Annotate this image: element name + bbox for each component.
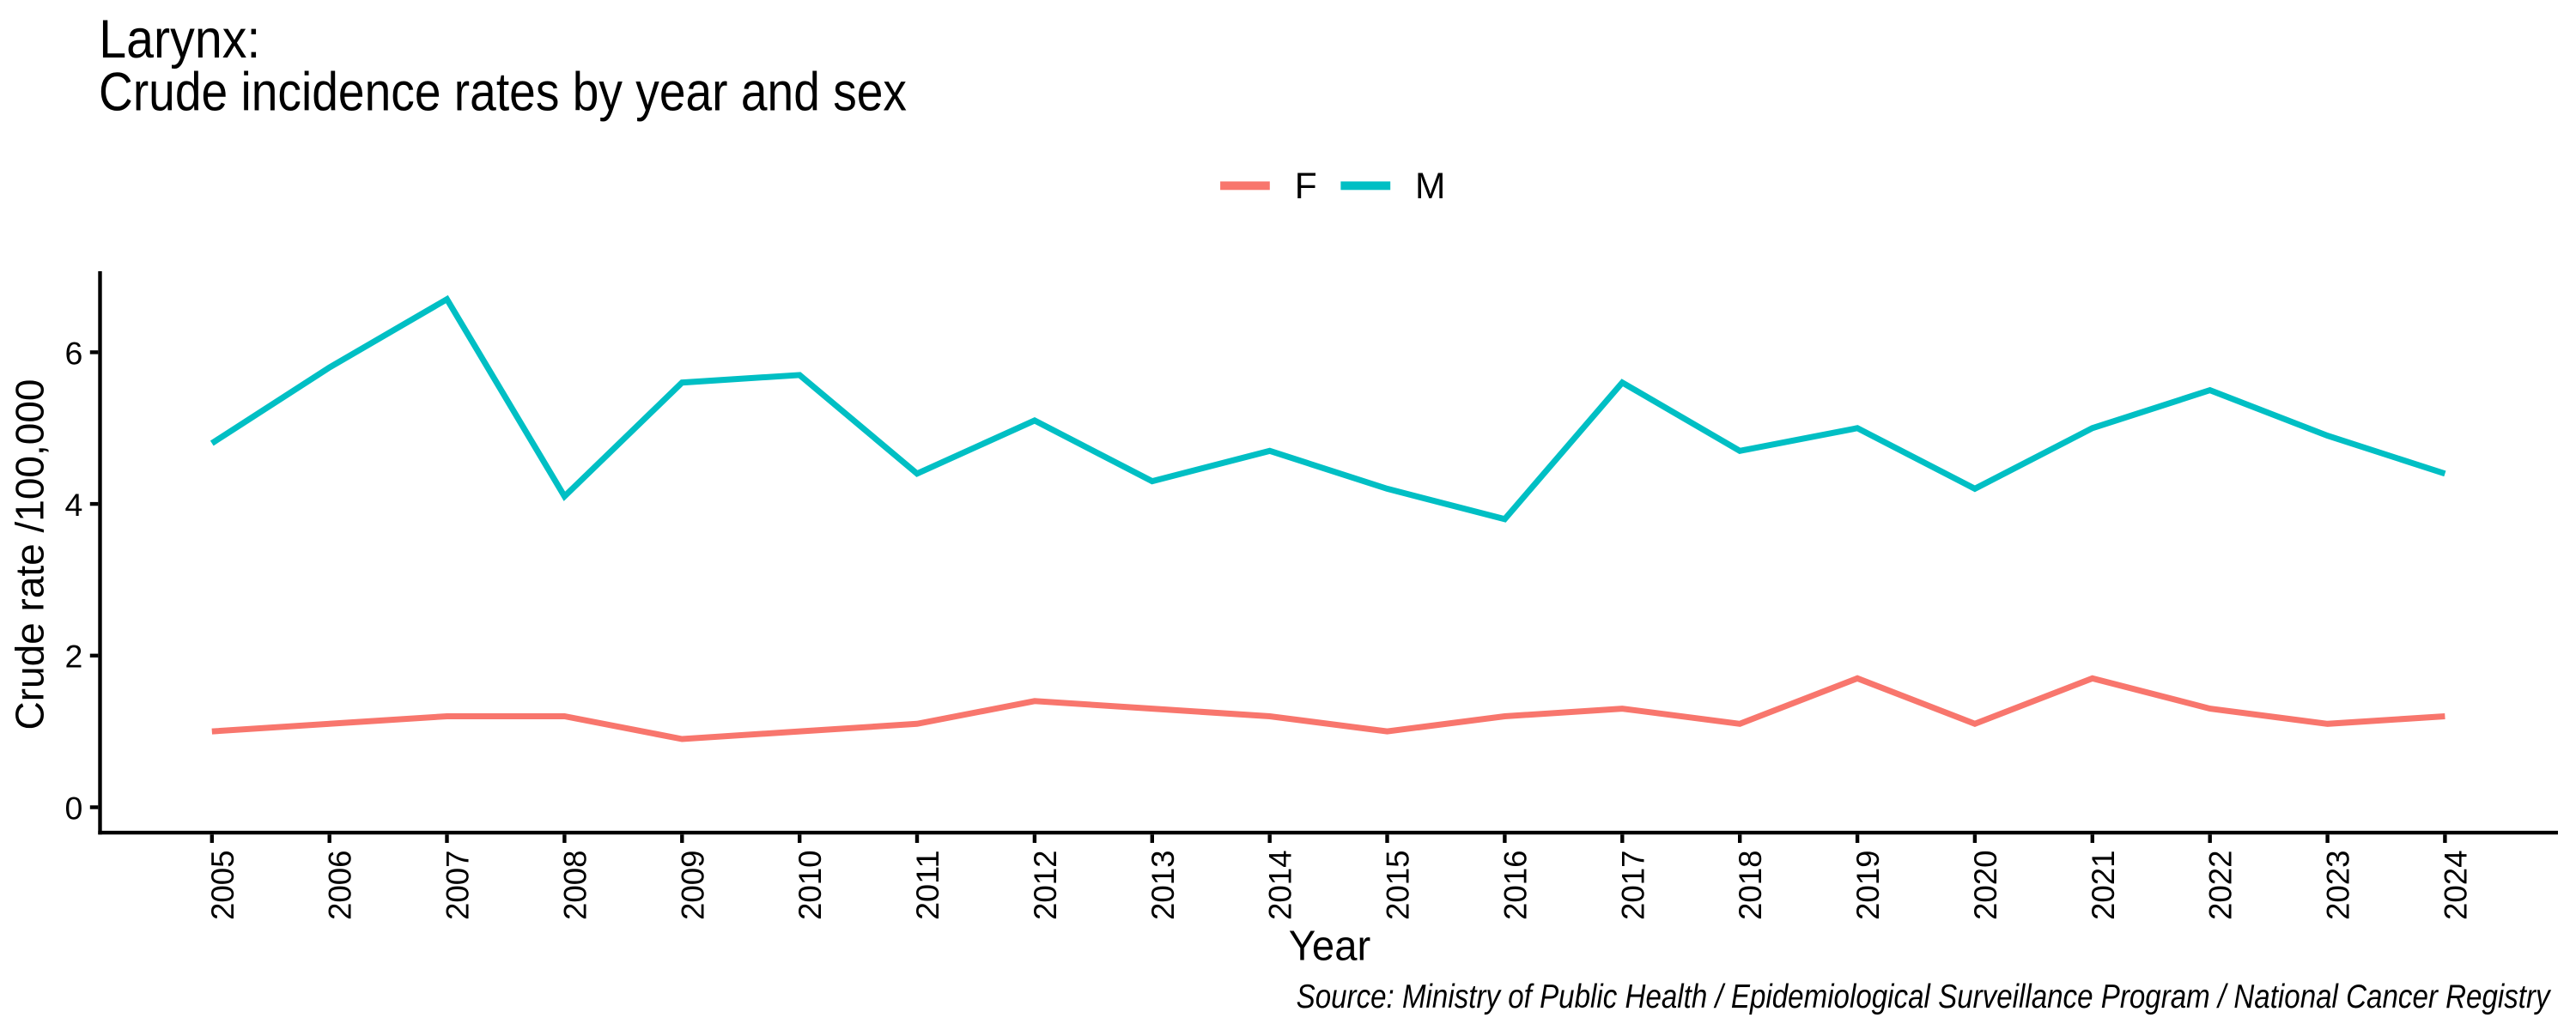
svg-text:0: 0 xyxy=(65,790,83,826)
svg-text:2024: 2024 xyxy=(2437,850,2473,920)
svg-text:Source: Ministry of Public Hea: Source: Ministry of Public Health / Epid… xyxy=(1297,978,2552,1015)
svg-text:2006: 2006 xyxy=(322,850,358,920)
svg-text:2013: 2013 xyxy=(1145,850,1181,920)
svg-text:6: 6 xyxy=(65,335,83,371)
svg-text:2011: 2011 xyxy=(909,850,945,920)
svg-text:2020: 2020 xyxy=(1967,850,2003,920)
svg-text:Crude incidence rates by year: Crude incidence rates by year and sex xyxy=(99,62,907,122)
svg-text:2012: 2012 xyxy=(1027,850,1063,920)
svg-text:2010: 2010 xyxy=(792,850,828,920)
svg-text:2018: 2018 xyxy=(1732,850,1768,920)
svg-text:M: M xyxy=(1415,167,1445,207)
svg-text:2016: 2016 xyxy=(1497,850,1533,920)
svg-text:4: 4 xyxy=(65,487,83,523)
svg-text:F: F xyxy=(1295,167,1317,207)
svg-text:2022: 2022 xyxy=(2202,850,2239,920)
svg-text:Larynx:: Larynx: xyxy=(99,9,260,70)
svg-text:2009: 2009 xyxy=(674,850,710,920)
svg-text:2007: 2007 xyxy=(440,850,476,920)
svg-text:2008: 2008 xyxy=(556,850,592,920)
svg-text:2014: 2014 xyxy=(1262,850,1298,920)
svg-text:2017: 2017 xyxy=(1614,850,1650,920)
svg-text:2015: 2015 xyxy=(1380,850,1416,920)
svg-text:2019: 2019 xyxy=(1850,850,1886,920)
svg-text:2: 2 xyxy=(65,639,83,675)
svg-text:2005: 2005 xyxy=(204,850,240,920)
svg-text:2021: 2021 xyxy=(2085,850,2121,920)
svg-text:Crude rate /100,000: Crude rate /100,000 xyxy=(8,379,52,730)
svg-text:Year: Year xyxy=(1289,923,1371,970)
svg-text:2023: 2023 xyxy=(2320,850,2356,920)
